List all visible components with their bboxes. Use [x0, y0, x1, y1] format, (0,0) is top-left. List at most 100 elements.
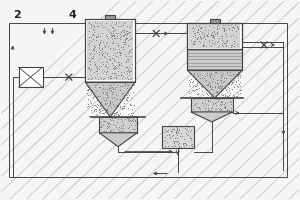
Point: [194, 36, 199, 39]
Point: [110, 41, 115, 45]
Point: [230, 87, 234, 90]
Point: [125, 113, 130, 116]
Point: [88, 77, 93, 80]
Point: [233, 35, 238, 38]
Point: [99, 109, 104, 112]
Point: [229, 109, 234, 112]
Point: [221, 106, 226, 109]
Point: [122, 93, 127, 96]
Point: [90, 37, 95, 41]
Point: [123, 98, 128, 101]
Point: [123, 65, 128, 68]
Point: [111, 66, 116, 70]
Point: [121, 74, 125, 77]
Point: [105, 53, 110, 56]
Point: [103, 108, 108, 112]
Point: [116, 63, 121, 66]
Point: [230, 44, 235, 47]
Point: [88, 99, 93, 102]
Point: [110, 26, 115, 29]
Point: [174, 140, 179, 143]
Point: [184, 132, 189, 135]
Point: [103, 130, 108, 133]
Point: [93, 35, 98, 39]
Point: [104, 92, 109, 96]
Point: [87, 44, 92, 48]
Point: [120, 129, 124, 132]
Point: [171, 128, 176, 131]
Point: [89, 24, 94, 27]
Point: [126, 68, 130, 72]
Point: [170, 144, 175, 148]
Point: [227, 109, 232, 112]
Point: [229, 29, 234, 32]
Point: [215, 85, 220, 88]
Point: [92, 103, 97, 106]
Point: [104, 129, 109, 133]
Point: [188, 81, 192, 84]
Point: [112, 71, 117, 74]
Point: [100, 52, 104, 55]
Point: [104, 73, 109, 76]
Point: [199, 74, 204, 77]
Point: [208, 44, 213, 47]
Point: [233, 36, 238, 39]
Point: [124, 84, 129, 87]
Point: [100, 49, 105, 52]
Point: [207, 100, 212, 103]
Point: [223, 106, 228, 109]
Point: [196, 25, 201, 28]
Point: [90, 48, 95, 51]
Point: [93, 69, 98, 72]
Point: [110, 62, 115, 65]
Point: [105, 108, 110, 111]
Point: [214, 91, 218, 94]
Point: [186, 91, 191, 94]
Point: [121, 30, 126, 33]
Point: [109, 24, 113, 27]
Point: [118, 106, 122, 109]
Point: [220, 102, 225, 106]
Point: [230, 94, 235, 97]
Point: [232, 24, 237, 27]
Point: [215, 27, 220, 31]
Point: [184, 132, 189, 135]
Point: [182, 126, 187, 130]
Point: [106, 121, 111, 124]
Point: [183, 127, 188, 130]
Point: [88, 102, 93, 105]
Point: [219, 99, 224, 102]
Point: [218, 103, 223, 106]
Point: [114, 85, 118, 89]
Point: [222, 86, 227, 89]
Point: [90, 76, 94, 79]
Point: [195, 72, 200, 75]
Point: [97, 107, 101, 110]
Point: [86, 102, 91, 105]
Point: [109, 32, 114, 35]
Point: [163, 129, 168, 132]
Point: [176, 129, 181, 132]
Point: [101, 119, 106, 122]
Point: [87, 66, 92, 70]
Point: [126, 83, 131, 86]
Point: [101, 91, 106, 94]
Point: [92, 43, 96, 47]
Point: [113, 54, 118, 58]
Point: [86, 42, 91, 46]
Point: [107, 87, 112, 90]
Point: [181, 142, 186, 145]
Point: [119, 34, 124, 38]
Point: [236, 76, 240, 80]
Point: [94, 113, 98, 116]
Point: [92, 90, 97, 93]
Point: [233, 81, 238, 84]
Point: [108, 102, 112, 105]
Point: [103, 41, 108, 45]
Point: [184, 143, 188, 146]
Point: [102, 87, 107, 90]
Point: [95, 52, 100, 55]
Point: [100, 25, 105, 29]
Point: [121, 129, 125, 132]
Point: [87, 60, 92, 63]
